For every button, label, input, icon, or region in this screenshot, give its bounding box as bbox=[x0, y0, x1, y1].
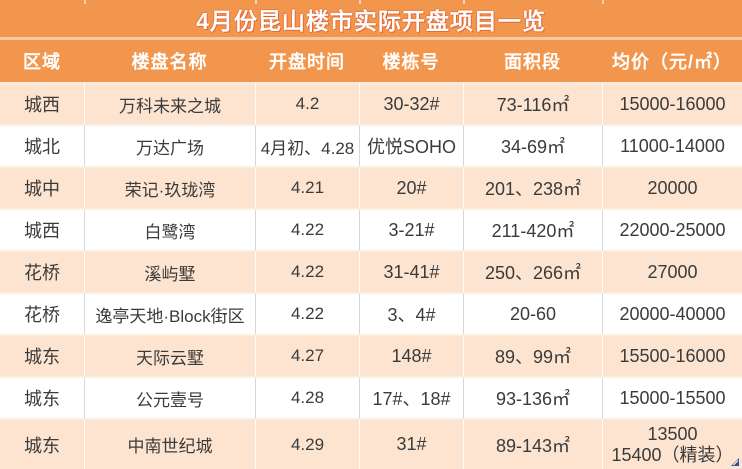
cell-price: 13500 15400（精装） bbox=[602, 420, 742, 469]
page-title: 4月份昆山楼市实际开盘项目一览 bbox=[196, 7, 546, 34]
cell-building: 3、4# bbox=[359, 294, 463, 334]
cell-name: 万科未来之城 bbox=[84, 84, 255, 124]
cell-area: 211-420㎡ bbox=[463, 210, 602, 250]
column-header-building: 楼栋号 bbox=[382, 52, 440, 72]
column-separator-tick bbox=[359, 0, 361, 4]
cell-price: 20000 bbox=[602, 168, 742, 208]
corner-arrow-icon bbox=[730, 457, 740, 467]
column-header-name: 楼盘名称 bbox=[131, 52, 208, 72]
column-separator-tick bbox=[255, 0, 257, 4]
column-separator-tick bbox=[602, 0, 604, 4]
cell-date: 4.2 bbox=[255, 84, 359, 124]
cell-price: 20000-40000 bbox=[602, 294, 742, 334]
column-separator-tick bbox=[84, 0, 86, 4]
cell-price: 11000-14000 bbox=[602, 126, 742, 166]
cell-price: 15000-16000 bbox=[602, 84, 742, 124]
cell-region: 花桥 bbox=[24, 305, 60, 325]
cell-region: 城西 bbox=[24, 221, 60, 241]
cell-date: 4.22 bbox=[255, 294, 359, 334]
cell-region: 城东 bbox=[24, 389, 60, 409]
column-header-area: 面积段 bbox=[504, 52, 561, 72]
table-row: 城西 白鹭湾 4.22 3-21# 211-420㎡ 22000-25000 bbox=[0, 210, 742, 252]
cell-region: 城东 bbox=[24, 435, 60, 456]
column-header-region: 区域 bbox=[23, 52, 61, 72]
cell-building: 30-32# bbox=[359, 84, 463, 124]
cell-region: 城北 bbox=[24, 137, 60, 157]
cell-area: 34-69㎡ bbox=[463, 126, 602, 166]
cell-building: 20# bbox=[359, 168, 463, 208]
cell-price: 15000-15500 bbox=[602, 378, 742, 418]
table-row: 城东 天际云墅 4.27 148# 89、99㎡ 15500-16000 bbox=[0, 336, 742, 378]
table-body: 城西 万科未来之城 4.2 30-32# 73-116㎡ 15000-16000… bbox=[0, 84, 742, 469]
cell-building: 31# bbox=[359, 420, 463, 469]
cell-area: 73-116㎡ bbox=[463, 84, 602, 124]
cell-area: 89-143㎡ bbox=[463, 420, 602, 469]
cell-building: 优悦SOHO bbox=[359, 126, 463, 166]
cell-date: 4.29 bbox=[255, 420, 359, 469]
cell-building: 31-41# bbox=[359, 252, 463, 292]
table-row: 城西 万科未来之城 4.2 30-32# 73-116㎡ 15000-16000 bbox=[0, 84, 742, 126]
cell-price: 15500-16000 bbox=[602, 336, 742, 376]
cell-area: 93-136㎡ bbox=[463, 378, 602, 418]
cell-area: 201、238㎡ bbox=[463, 168, 602, 208]
cell-price: 27000 bbox=[602, 252, 742, 292]
cell-name: 天际云墅 bbox=[84, 336, 255, 376]
cell-region: 城东 bbox=[24, 347, 60, 367]
table-row: 花桥 溪屿墅 4.22 31-41# 250、266㎡ 27000 bbox=[0, 252, 742, 294]
cell-date: 4.21 bbox=[255, 168, 359, 208]
cell-date: 4.22 bbox=[255, 210, 359, 250]
cell-region: 城西 bbox=[24, 95, 60, 115]
cell-date: 4.28 bbox=[255, 378, 359, 418]
cell-name: 逸亭天地·Block街区 bbox=[84, 294, 255, 334]
table-title-bar: 4月份昆山楼市实际开盘项目一览 bbox=[0, 0, 742, 40]
cell-name: 中南世纪城 bbox=[84, 420, 255, 469]
cell-area: 89、99㎡ bbox=[463, 336, 602, 376]
cell-building: 17#、18# bbox=[359, 378, 463, 418]
table-row: 城中 荣记·玖珑湾 4.21 20# 201、238㎡ 20000 bbox=[0, 168, 742, 210]
cell-date: 4月初、4.28 bbox=[255, 126, 359, 166]
cell-price: 22000-25000 bbox=[602, 210, 742, 250]
cell-name: 万达广场 bbox=[84, 126, 255, 166]
table-row: 城东 公元壹号 4.28 17#、18# 93-136㎡ 15000-15500 bbox=[0, 378, 742, 420]
table-row: 城东 中南世纪城 4.29 31# 89-143㎡ 13500 15400（精装… bbox=[0, 420, 742, 469]
table-header-row: 区域 楼盘名称 开盘时间 楼栋号 面积段 均价（元/㎡） bbox=[0, 40, 742, 84]
cell-building: 3-21# bbox=[359, 210, 463, 250]
cell-area: 20-60 bbox=[463, 294, 602, 334]
column-header-date: 开盘时间 bbox=[269, 52, 345, 72]
cell-region: 城中 bbox=[24, 179, 60, 199]
cell-name: 荣记·玖珑湾 bbox=[84, 168, 255, 208]
cell-name: 溪屿墅 bbox=[84, 252, 255, 292]
column-separator-tick bbox=[463, 0, 465, 4]
cell-name: 公元壹号 bbox=[84, 378, 255, 418]
cell-date: 4.27 bbox=[255, 336, 359, 376]
table-row: 城北 万达广场 4月初、4.28 优悦SOHO 34-69㎡ 11000-140… bbox=[0, 126, 742, 168]
column-header-price: 均价（元/㎡） bbox=[611, 52, 732, 72]
cell-date: 4.22 bbox=[255, 252, 359, 292]
cell-building: 148# bbox=[359, 336, 463, 376]
table-row: 花桥 逸亭天地·Block街区 4.22 3、4# 20-60 20000-40… bbox=[0, 294, 742, 336]
cell-area: 250、266㎡ bbox=[463, 252, 602, 292]
cell-name: 白鹭湾 bbox=[84, 210, 255, 250]
cell-region: 花桥 bbox=[24, 263, 60, 283]
